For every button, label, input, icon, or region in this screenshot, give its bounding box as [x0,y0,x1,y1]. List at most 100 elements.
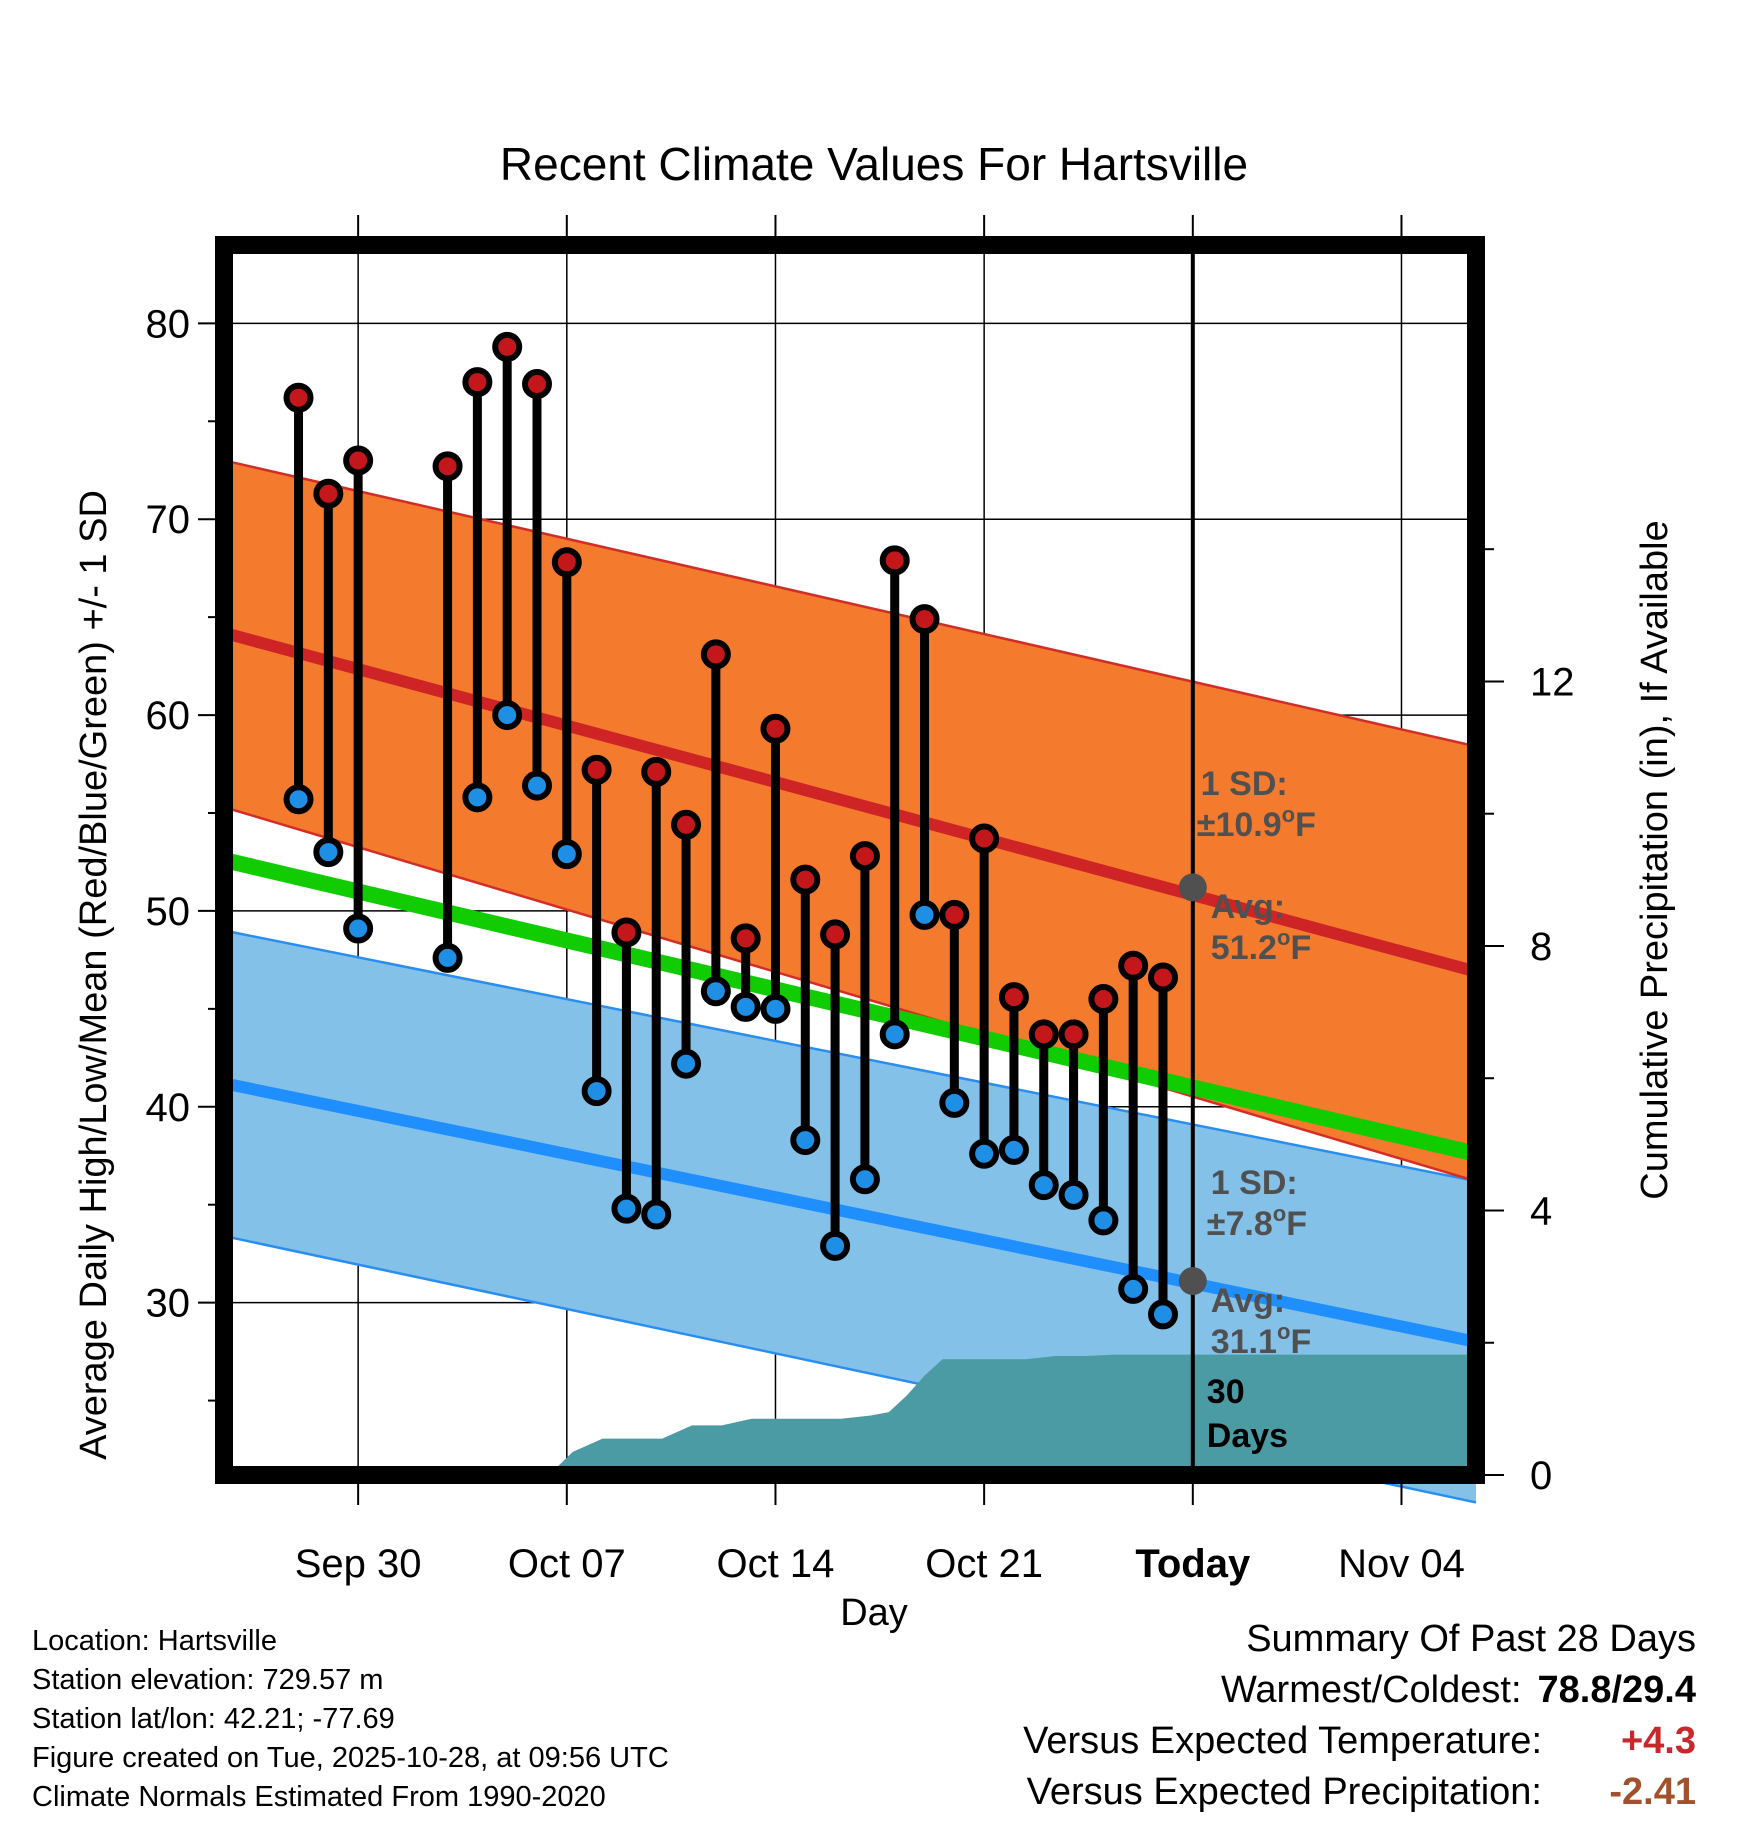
days-count-number: 30 [1207,1373,1245,1411]
high-sd-value: ±10.9oF [1197,802,1316,844]
high-marker [522,369,552,400]
low-avg-marker [1178,1267,1207,1296]
high-marker [1028,1019,1059,1050]
high-marker [700,639,731,670]
y-tick-label: 70 [146,498,191,542]
low-marker [522,770,552,801]
temp-label: Versus Expected Temperature: [1023,1720,1542,1762]
high-marker [313,478,344,509]
low-marker [581,1076,612,1107]
high-marker [462,367,493,398]
low-marker [551,839,582,870]
low-marker [611,1193,642,1224]
y-tick-label: 80 [146,302,191,346]
high-marker [820,919,851,950]
low-marker [1028,1170,1059,1201]
low-marker [760,993,791,1024]
high-marker [849,841,880,872]
low-sd-label: 1 SD: [1211,1164,1298,1202]
low-avg-value: 31.1oF [1211,1319,1311,1361]
low-marker [1118,1273,1149,1304]
high-marker [730,923,761,954]
low-marker [313,837,344,868]
y2-axis-label: Cumulative Precipitation (in), If Availa… [1634,520,1676,1199]
low-marker [879,1019,910,1050]
x-axis-label: Day [840,1592,908,1634]
y2-tick-label: 8 [1530,925,1552,969]
y2-tick-label: 0 [1530,1454,1552,1498]
x-tick-label: Oct 21 [925,1542,1043,1586]
high-sd-label: 1 SD: [1201,765,1288,803]
low-mean-line [222,1077,1478,1348]
low-marker [462,782,493,813]
high-marker [1148,962,1178,993]
low-sd-value: ±7.8oF [1207,1201,1307,1243]
low-marker [1088,1205,1119,1236]
x-tick-label: Nov 04 [1338,1542,1465,1586]
low-marker [343,913,374,944]
low-marker [969,1138,1000,1169]
low-marker [939,1087,970,1118]
high-marker [581,754,612,785]
summary-panel: Summary Of Past 28 Days Warmest/Coldest:… [1023,1614,1696,1818]
y2-tick-label: 12 [1530,660,1575,704]
y2-tick-label: 4 [1530,1189,1552,1233]
x-tick-label: Oct 14 [717,1542,835,1586]
high-marker [939,899,970,930]
high-marker [998,982,1029,1013]
precip-value: -2.41 [1609,1771,1696,1813]
high-marker [1058,1019,1089,1050]
high-marker [343,445,374,476]
high-marker [492,331,523,362]
high-marker [283,382,314,413]
high-avg-value: 51.2oF [1211,925,1311,967]
y-tick-label: 50 [146,890,191,934]
y-tick-label: 30 [146,1282,191,1326]
y-axis-label: Average Daily High/Low/Mean (Red/Blue/Gr… [73,490,115,1460]
plot-frame [215,236,1485,1484]
high-sd-band-upper-edge [223,459,1477,748]
temp-value: +4.3 [1620,1720,1696,1762]
low-marker [1058,1179,1089,1210]
summary-heading: Summary Of Past 28 Days [1246,1618,1696,1660]
days-count-label: Days [1207,1417,1288,1455]
summary-precip: Versus Expected Precipitation: -2.41 [1023,1767,1696,1818]
daily-markers [283,331,1178,1330]
y-tick-label: 40 [146,1086,191,1130]
high-sd-band-lower-edge [223,805,1477,1183]
warm-cold-label: Warmest/Coldest: [1220,1669,1522,1711]
high-marker [909,604,940,635]
high-marker [1118,950,1149,981]
high-marker [432,451,463,482]
low-marker [790,1125,821,1156]
high-marker [641,756,672,787]
info-created: Figure created on Tue, 2025-10-28, at 09… [32,1742,669,1774]
low-marker [1148,1299,1178,1330]
high-mean-line [222,627,1478,978]
x-tick-label: Today [1135,1542,1251,1586]
y-tick-label: 60 [146,694,191,738]
low-avg-label: Avg: [1211,1282,1285,1320]
axis-ticks: 30 40 50 60 70 80 0 4 8 12 Sep 30 Oct 07 Oct 14 Oct 2… [146,215,1575,1586]
low-marker [641,1199,672,1230]
x-tick-label: Sep 30 [295,1542,422,1586]
precip-area [548,1354,1476,1475]
low-marker [283,784,314,815]
warm-cold-value: 78.8/29.4 [1537,1669,1696,1711]
daily-range-stems [294,346,1168,1315]
info-latlon: Station lat/lon: 42.21; -77.69 [32,1703,395,1735]
average-mean-line [222,852,1478,1162]
high-marker [611,917,642,948]
summary-temp: Versus Expected Temperature: +4.3 [1023,1716,1696,1767]
precip-label: Versus Expected Precipitation: [1026,1771,1542,1813]
cumulative-precip-area [548,1354,1476,1475]
high-avg-label: Avg: [1211,888,1285,926]
x-tick-label: Oct 07 [508,1542,626,1586]
low-marker [492,700,523,731]
station-info: Location: Hartsville Station elevation: … [32,1622,669,1817]
low-sd-band-upper-edge [223,929,1477,1183]
low-marker [432,942,463,973]
low-marker [730,991,761,1022]
